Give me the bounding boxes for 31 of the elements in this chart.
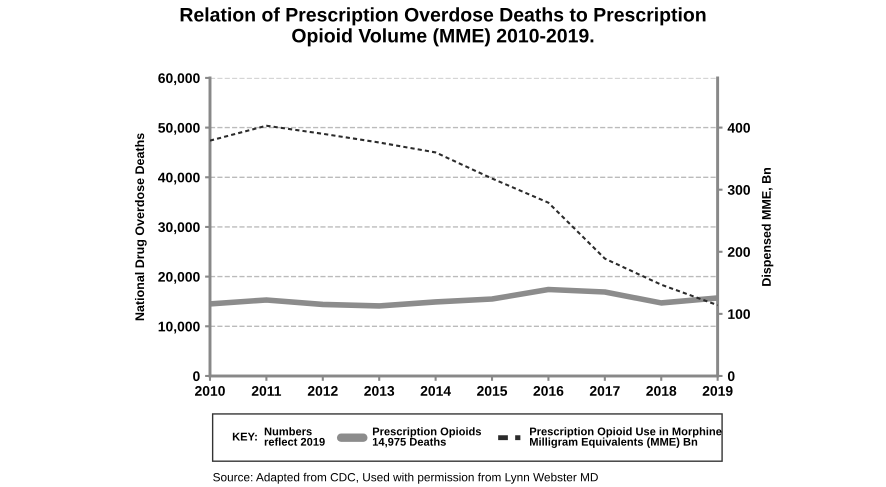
y2-tick-label: 0 [728,371,735,382]
x-tick-label: 2016 [533,386,564,396]
x-tick-label: 2012 [308,386,338,396]
y2-tick-label: 200 [728,247,750,257]
x-tick-label: 2010 [195,386,225,396]
y-axis-title: National Drug Overdose Deaths [134,133,147,320]
y-tick-label: 60,000 [158,73,200,86]
x-tick-label: 2019 [702,386,733,396]
x-tick-label: 2015 [477,386,508,396]
legend-label: Prescription Opioid Use in Morphine Milligram Equivalents (MME) Bn [530,427,722,448]
legend-label: Prescription Opioids 14,975 Deaths [372,427,482,448]
x-tick-label: 2014 [420,386,451,396]
y-tick-label: 0 [193,371,200,382]
x-tick-label: 2017 [590,386,620,396]
source-note: Source: Adapted from CDC, Used with permission from Lynn Webster MD [213,472,598,484]
y-tick-label: 30,000 [158,222,200,234]
y2-axis-title: Dispensed MME, Bn [762,168,774,286]
y-tick-label: 20,000 [158,272,200,284]
y-tick-label: 50,000 [158,122,200,135]
y2-tick-label: 400 [728,122,750,133]
y2-tick-label: 300 [728,185,750,195]
legend-title: KEY: [232,432,257,440]
line-series [210,124,718,306]
chart-title: Relation of Prescription Overdose Deaths to Prescription Opioid Volume (MME) 2010-2019. [180,7,706,46]
y-tick-label: 40,000 [158,172,200,184]
y2-tick-label: 100 [728,309,750,320]
x-tick-label: 2011 [252,386,282,396]
text: Numbers reflect 2019 [264,427,325,446]
x-tick-label: 2018 [646,386,676,396]
y-tick-label: 10,000 [158,322,200,334]
x-tick-label: 2013 [364,386,394,396]
